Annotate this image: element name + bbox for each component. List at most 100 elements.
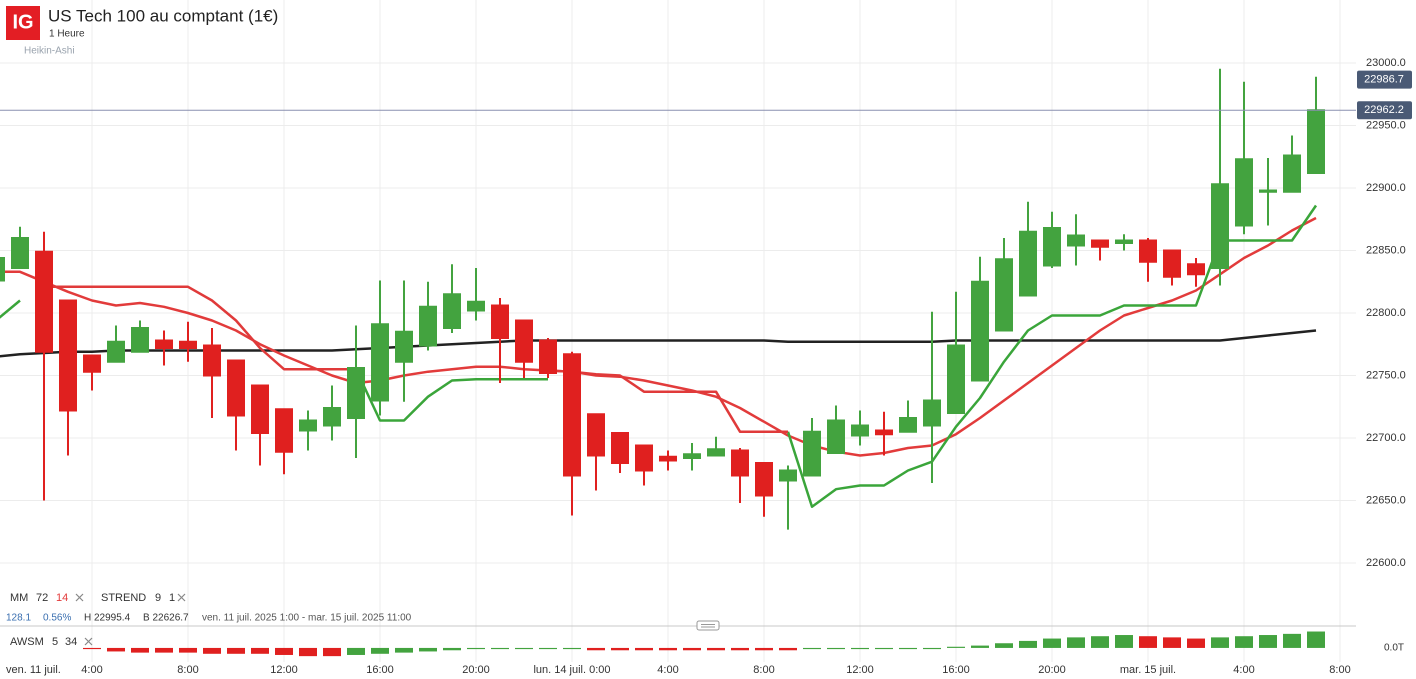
panel-handle[interactable] (696, 620, 720, 631)
x-tick-label: 16:00 (942, 664, 970, 676)
candle-body (1138, 239, 1157, 263)
candle-body (34, 250, 53, 353)
awsm-bar (1186, 638, 1205, 648)
x-tick-label: lun. 14 juil. 0:00 (533, 664, 610, 676)
candle-body (1210, 183, 1229, 269)
candle-body (1234, 158, 1253, 227)
x-tick-label: mar. 15 juil. (1120, 664, 1176, 676)
awsm-bar (994, 643, 1013, 648)
candle-body (418, 305, 437, 347)
awsm-bar (298, 647, 317, 657)
price-label-box (1357, 101, 1412, 120)
awsm-bar (1090, 636, 1109, 648)
awsm-bar (346, 647, 365, 655)
candle-body (298, 419, 317, 432)
awsm-bar (1306, 631, 1325, 648)
candle-body (1186, 263, 1205, 276)
candle-body (922, 399, 941, 427)
legend-name: AWSM (10, 636, 44, 648)
awsm-bar (706, 647, 725, 651)
legend-param: 14 (56, 592, 68, 604)
candle-body (1282, 154, 1301, 193)
remove-icon[interactable] (75, 593, 84, 602)
awsm-bar (1282, 633, 1301, 648)
candle-body (730, 449, 749, 477)
awsm-bar (538, 647, 557, 650)
awsm-bar (1042, 638, 1061, 648)
legend-param: 9 (155, 592, 161, 604)
awsm-bar (1066, 637, 1085, 648)
price-label: 22962.2 (1364, 104, 1404, 116)
candle-body (874, 429, 893, 436)
awsm-bar (490, 647, 509, 650)
candle-body (10, 237, 29, 269)
y-tick-label: 22650.0 (1366, 494, 1406, 506)
awsm-bar (778, 647, 797, 651)
chart-style: Heikin-Ashi (24, 46, 75, 57)
x-tick-label: 4:00 (1233, 664, 1254, 676)
legend-name: STREND (101, 592, 146, 604)
legend-param: 34 (65, 636, 77, 648)
awsm-bar (730, 647, 749, 651)
y-tick-label: 22600.0 (1366, 557, 1406, 569)
remove-icon[interactable] (177, 593, 186, 602)
candle-body (130, 327, 149, 353)
change-pct: 0.56% (43, 613, 71, 624)
awsm-bar (1162, 637, 1181, 648)
awsm-bar (466, 647, 485, 650)
awsm-bar (250, 647, 269, 654)
candle-body (1258, 189, 1277, 193)
candle-body (466, 300, 485, 312)
y-tick-label: 22750.0 (1366, 369, 1406, 381)
awsm-bar (682, 647, 701, 651)
logo (6, 6, 40, 40)
candle-body (370, 323, 389, 402)
candle-body (1090, 239, 1109, 248)
candle-body (994, 258, 1013, 332)
awsm-bar (226, 647, 245, 654)
x-tick-label: 8:00 (1329, 664, 1350, 676)
awsm-bar (154, 647, 173, 653)
candle-body (274, 408, 293, 453)
x-tick-label: 16:00 (366, 664, 394, 676)
remove-icon[interactable] (84, 637, 93, 646)
awsm-bar (1234, 636, 1253, 648)
y-tick-label: 22700.0 (1366, 432, 1406, 444)
awsm-bar (418, 647, 437, 652)
candle-body (970, 280, 989, 382)
legend-param: 1 (169, 592, 175, 604)
candle-body (682, 453, 701, 459)
awsm-bar (322, 647, 341, 657)
x-tick-label: ven. 11 juil. (6, 664, 61, 676)
legend-param: 5 (52, 636, 58, 648)
candle-body (802, 430, 821, 477)
candle-body (586, 413, 605, 457)
awsm-bar (202, 647, 221, 654)
awsm-bar (442, 647, 461, 651)
awsm-bar (874, 647, 893, 650)
candle-body (58, 299, 77, 412)
candle-body (1306, 109, 1325, 174)
candle-body (706, 448, 725, 457)
awsm-bar (922, 647, 941, 650)
candle-body (202, 344, 221, 377)
supertrend-down (44, 285, 788, 433)
awsm-bar (970, 645, 989, 648)
candle-body (178, 340, 197, 349)
awsm-bar (1258, 635, 1277, 648)
high: H 22995.4 (84, 613, 131, 624)
legend-name: MM (10, 592, 28, 604)
candle-body (394, 330, 413, 363)
x-tick-label: 20:00 (1038, 664, 1066, 676)
candle-body (778, 469, 797, 482)
awsm-bar (562, 647, 581, 650)
x-tick-label: 12:00 (846, 664, 874, 676)
awsm-bar (1018, 640, 1037, 648)
awsm-bar (178, 647, 197, 653)
y-tick-label: 0.0T (1384, 643, 1404, 654)
awsm-bar (898, 647, 917, 650)
x-tick-label: 8:00 (177, 664, 198, 676)
candle-body (1066, 234, 1085, 247)
price-label: 22986.7 (1364, 74, 1404, 86)
